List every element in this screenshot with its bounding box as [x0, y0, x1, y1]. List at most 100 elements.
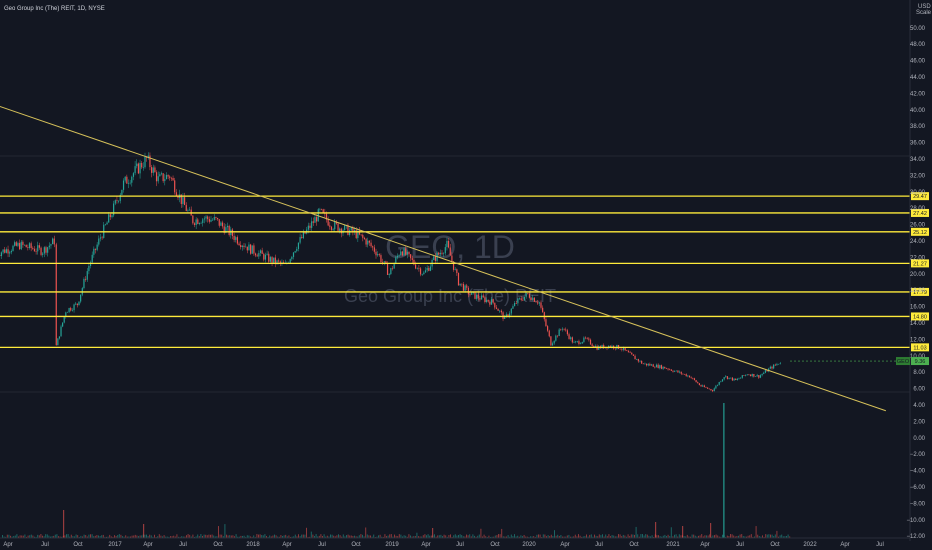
volume-bar	[576, 536, 578, 538]
volume-bar	[320, 534, 322, 538]
trendline-group[interactable]	[0, 93, 887, 412]
volume-bar	[178, 536, 179, 538]
volume-bar	[16, 534, 18, 538]
volume-bar	[150, 535, 152, 538]
candle-body	[532, 297, 534, 301]
volume-bar	[218, 526, 219, 538]
volume-bar	[450, 534, 451, 538]
price-axis[interactable]: 50.00 48.00 46.00 44.00 42.00 40.00 38.00 36.00…	[906, 0, 926, 541]
time-axis[interactable]: Apr Jul Oct 2017 Apr Jul Oct 2018 Apr Jul Oct 2019 A…	[0, 537, 910, 548]
volume-bar	[152, 536, 154, 538]
candle-body	[621, 349, 623, 350]
volume-bar	[619, 534, 621, 538]
candle-body	[60, 326, 62, 337]
candle-body	[523, 296, 526, 301]
candle-body	[708, 388, 710, 390]
volume-bar	[358, 535, 360, 538]
candle-body	[749, 374, 752, 377]
candle-body	[311, 221, 313, 228]
candle-body	[675, 370, 677, 372]
candle-body	[556, 335, 559, 337]
candle-body	[256, 255, 258, 257]
volume-bar	[734, 536, 736, 538]
volume-bar	[205, 534, 207, 538]
volume-bar	[269, 535, 271, 538]
volume-bar	[88, 534, 90, 538]
volume-bar	[27, 535, 29, 538]
volume-bar	[747, 535, 749, 538]
candle-body	[626, 350, 628, 351]
candle-body	[383, 261, 385, 263]
candle-body	[738, 378, 740, 380]
volume-bar	[595, 535, 597, 538]
candle-body	[457, 272, 460, 286]
level-price-tag	[911, 208, 929, 217]
candle-body	[155, 172, 158, 182]
volume-bar	[206, 535, 208, 538]
candle-body	[449, 247, 451, 256]
trendline[interactable]	[0, 93, 887, 412]
level-price-tag	[911, 287, 929, 296]
volume-bar	[18, 536, 19, 538]
volume-bar	[251, 536, 253, 538]
candle-body	[187, 210, 189, 211]
volume-bar	[715, 534, 717, 538]
candle-body	[334, 221, 336, 230]
volume-bar	[240, 535, 242, 538]
volume-bar	[768, 534, 770, 538]
candle-body	[741, 375, 743, 378]
volume-bar	[214, 536, 216, 538]
volume-bar	[195, 536, 197, 538]
volume-bar	[629, 535, 631, 538]
candle-body	[601, 345, 603, 349]
time-tick-label: Apr	[282, 542, 291, 548]
volume-bar	[674, 534, 675, 538]
time-tick-label: Oct	[351, 542, 361, 548]
volume-bar	[122, 536, 123, 538]
volume-bar	[486, 536, 488, 538]
candle-body	[731, 377, 733, 381]
volume-bar	[533, 536, 535, 538]
candle-body	[665, 368, 667, 370]
candle-body	[669, 369, 671, 371]
candle-body	[0, 252, 3, 257]
volume-bar	[43, 536, 45, 538]
volume-bar	[733, 535, 735, 538]
volume-bar	[128, 536, 130, 538]
volume-bar	[270, 536, 272, 538]
price-tick-label: 6.00	[913, 387, 925, 393]
candle-body	[446, 240, 448, 248]
volume-bar	[170, 536, 171, 538]
volume-bar	[389, 534, 391, 538]
volume-bar	[763, 536, 765, 538]
candle-body	[129, 182, 131, 184]
candle-body	[443, 253, 445, 254]
volume-bar	[467, 535, 469, 538]
candle-body	[207, 216, 209, 220]
candle-body	[268, 253, 270, 262]
candle-body	[212, 219, 214, 221]
candle-body	[495, 307, 498, 309]
candle-body	[48, 245, 50, 248]
candle-body	[441, 252, 443, 254]
volume-bar	[69, 536, 71, 538]
volume-bar	[154, 534, 155, 538]
volume-bar	[162, 536, 163, 538]
candle-body	[71, 310, 73, 311]
volume-bar	[702, 536, 704, 538]
candle-body	[370, 242, 372, 247]
volume-bar	[277, 536, 279, 538]
volume-bar	[509, 536, 511, 538]
volume-bar	[731, 534, 733, 538]
price-tick-label: 50.00	[910, 26, 926, 32]
watermark-name: Geo Group Inc (The) REIT	[344, 286, 556, 306]
price-tick-label: 44.00	[910, 75, 926, 81]
volume-bar	[638, 536, 640, 538]
volume-bar	[227, 535, 229, 538]
volume-bar	[144, 534, 146, 538]
volume-bar	[472, 534, 474, 538]
candle-body	[489, 301, 491, 305]
price-tick-label: 4.00	[913, 403, 925, 409]
horizontal-levels[interactable]: 29.47 27.42 25.12 21.27 17.79 14.80 11.03	[0, 192, 929, 352]
